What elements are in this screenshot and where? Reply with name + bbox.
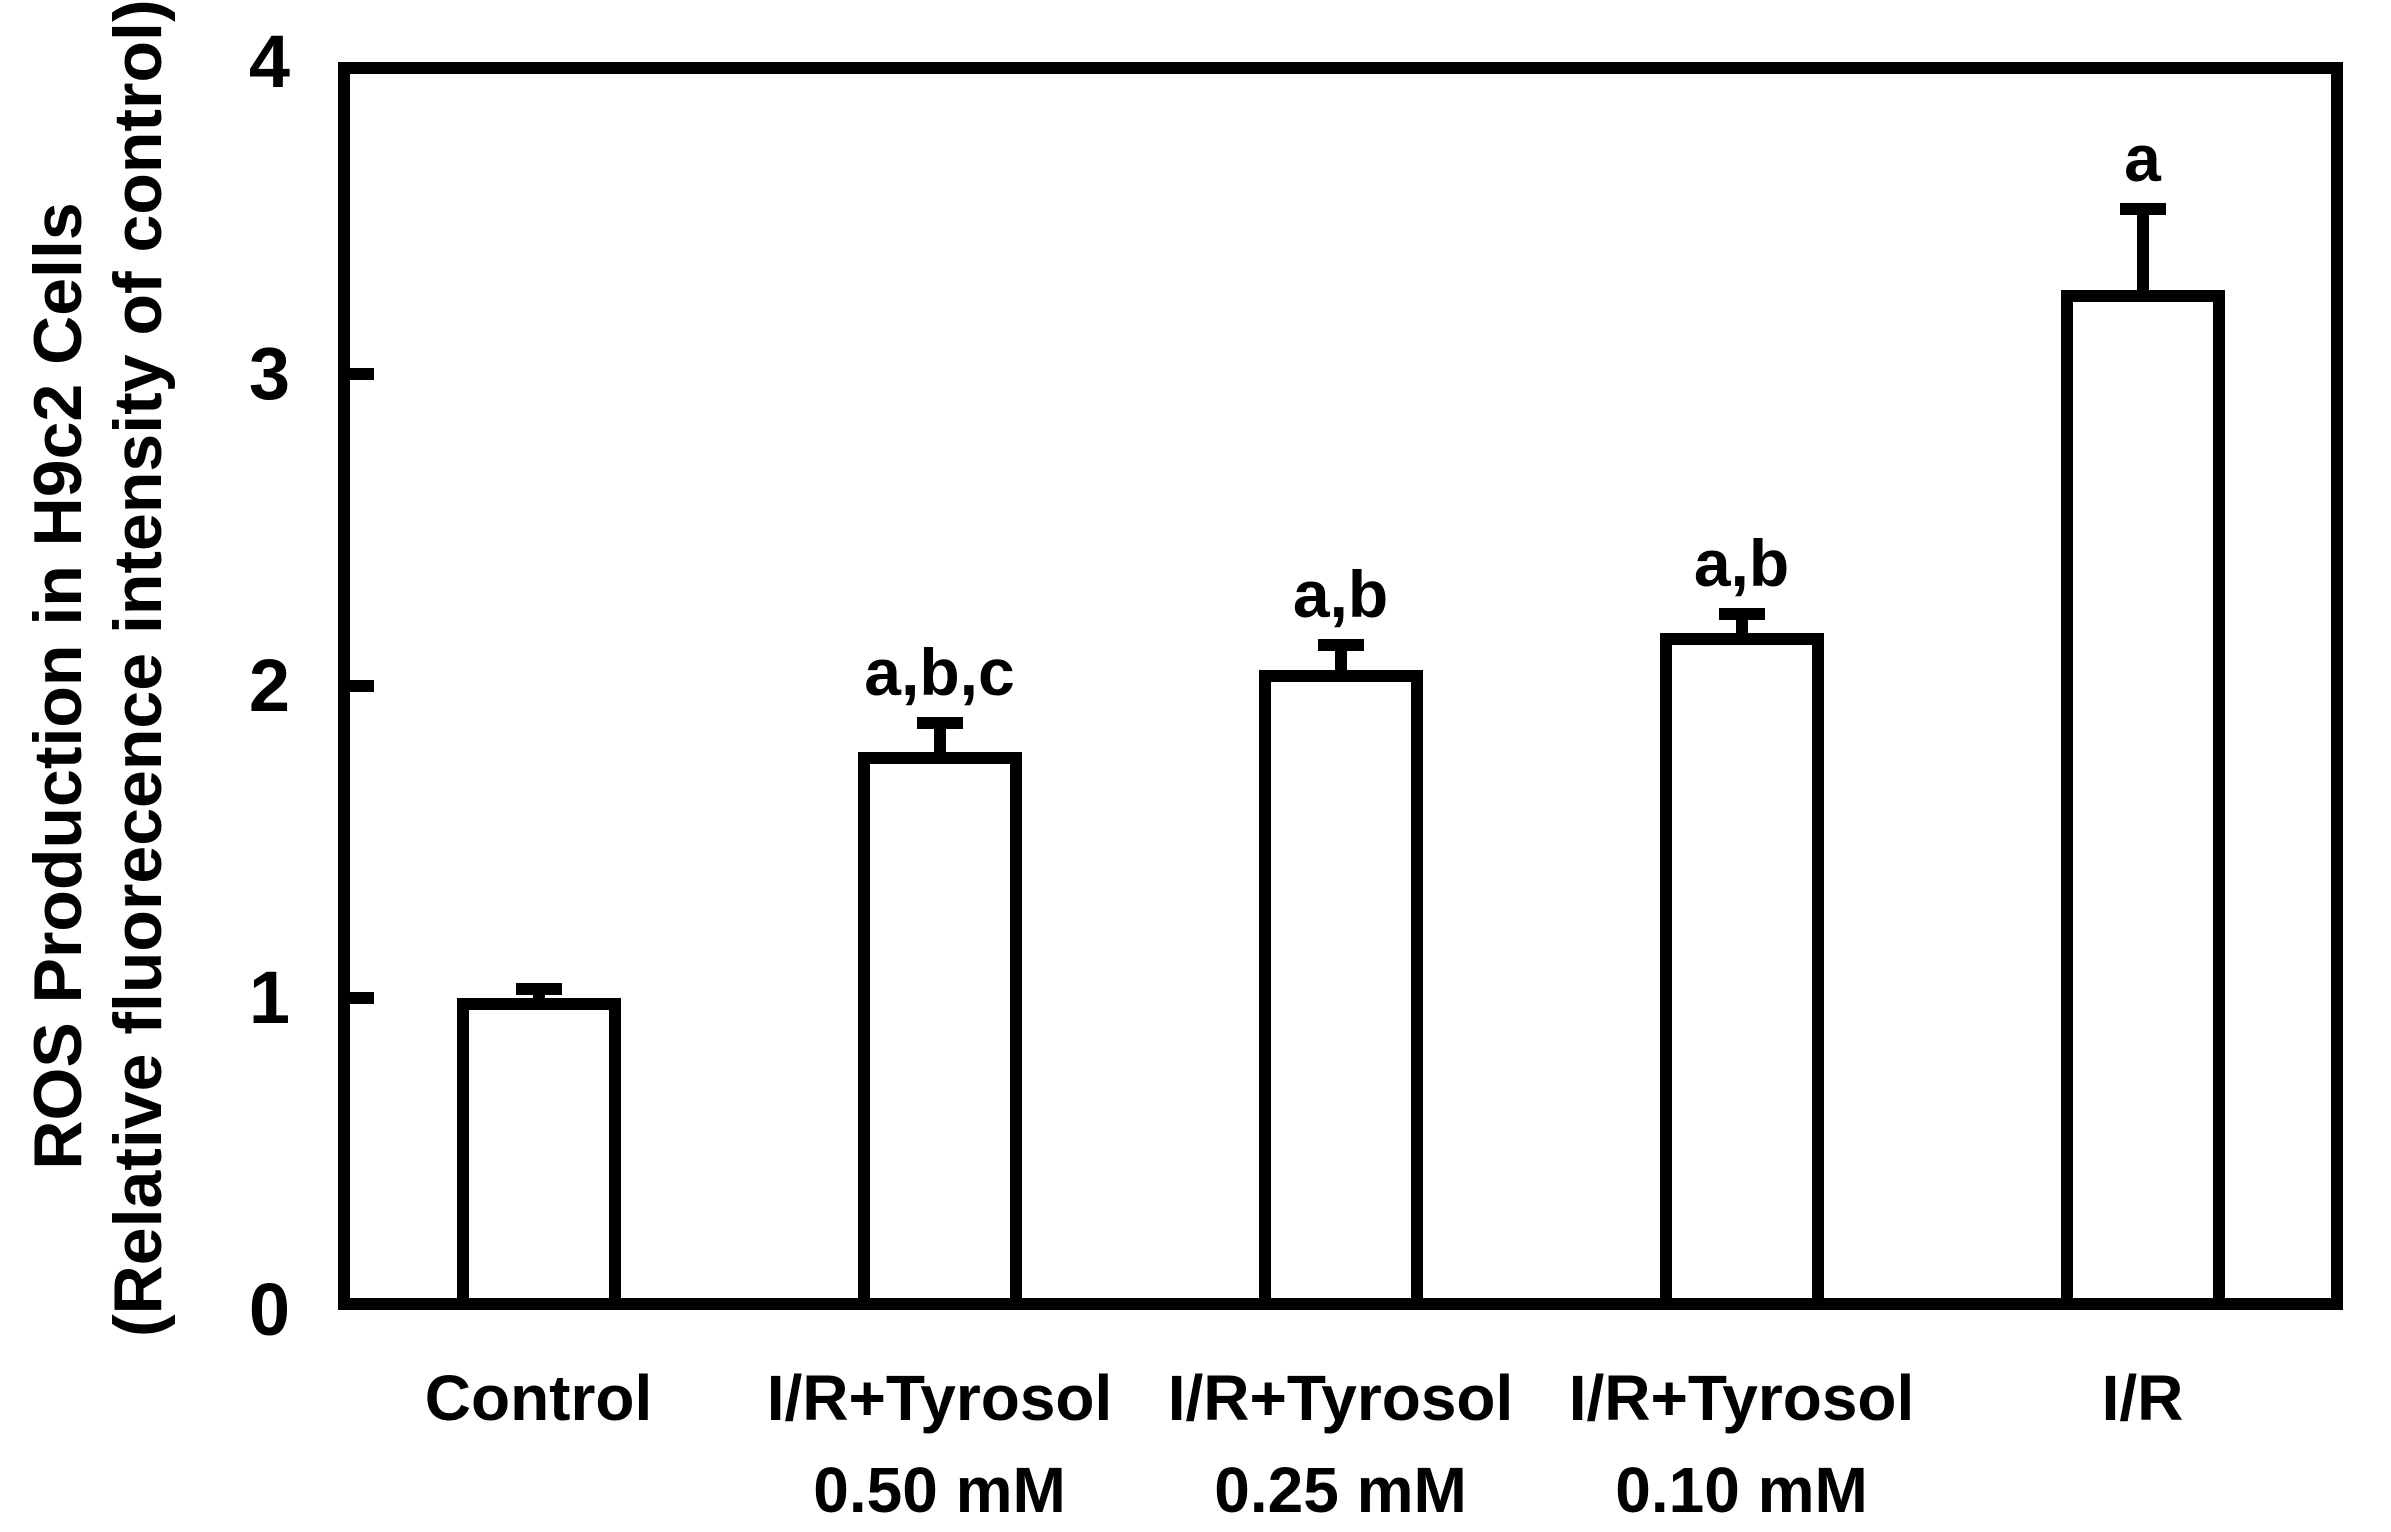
frame-right-line xyxy=(2331,62,2343,1310)
significance-label: a,b xyxy=(1693,526,1790,601)
x-category-label-line1: I/R+Tyrosol xyxy=(1568,1362,1915,1434)
bar xyxy=(1258,670,1423,1310)
bar xyxy=(857,751,1022,1310)
error-bar-cap xyxy=(1718,608,1765,621)
y-tick-label: 3 xyxy=(248,332,290,415)
significance-label: a,b,c xyxy=(864,635,1015,710)
y-tick-mark xyxy=(350,992,374,1004)
x-category-label: Control xyxy=(199,1352,879,1444)
error-bar-cap xyxy=(515,982,562,995)
x-category-label-line1: Control xyxy=(424,1362,653,1434)
x-category-label-line1: I/R xyxy=(2101,1362,2184,1434)
bar xyxy=(2060,289,2225,1310)
x-category-label-line2: 0.10 mM xyxy=(1615,1454,1868,1526)
x-category-label: I/R xyxy=(1803,1352,2391,1444)
x-category-label: I/R+Tyrosol 0.50 mM xyxy=(600,1352,1280,1532)
frame-top-line xyxy=(338,62,2343,74)
y-axis-title-line1: ROS Production in H9c2 Cells xyxy=(20,202,96,1170)
plot-area: a,b,c a,b a,b a xyxy=(338,62,2343,1310)
error-bar-stem xyxy=(933,723,946,754)
error-bar-stem xyxy=(1334,645,1347,673)
y-tick-mark xyxy=(350,680,374,692)
x-category-label: I/R+Tyrosol 0.10 mM xyxy=(1402,1352,2082,1532)
error-bar-cap xyxy=(916,717,963,730)
y-tick-label: 2 xyxy=(248,644,290,727)
error-bar-stem xyxy=(2136,208,2149,292)
x-category-label-line1: I/R+Tyrosol xyxy=(1167,1362,1514,1434)
y-tick-label: 0 xyxy=(248,1268,290,1351)
y-axis-line xyxy=(338,62,350,1310)
significance-label: a,b xyxy=(1292,557,1389,632)
x-category-label: I/R+Tyrosol 0.25 mM xyxy=(1001,1352,1681,1532)
y-tick-label: 4 xyxy=(248,20,290,103)
significance-label: a xyxy=(2124,120,2161,195)
error-bar-cap xyxy=(1317,639,1364,652)
bar xyxy=(456,998,621,1310)
x-category-label-line2: 0.25 mM xyxy=(1214,1454,1467,1526)
error-bar-cap xyxy=(2119,202,2166,215)
x-category-label-line2: 0.50 mM xyxy=(813,1454,1066,1526)
x-category-label-line1: I/R+Tyrosol xyxy=(766,1362,1113,1434)
y-tick-label: 1 xyxy=(248,956,290,1039)
bar xyxy=(1659,632,1824,1310)
y-tick-mark xyxy=(350,368,374,380)
